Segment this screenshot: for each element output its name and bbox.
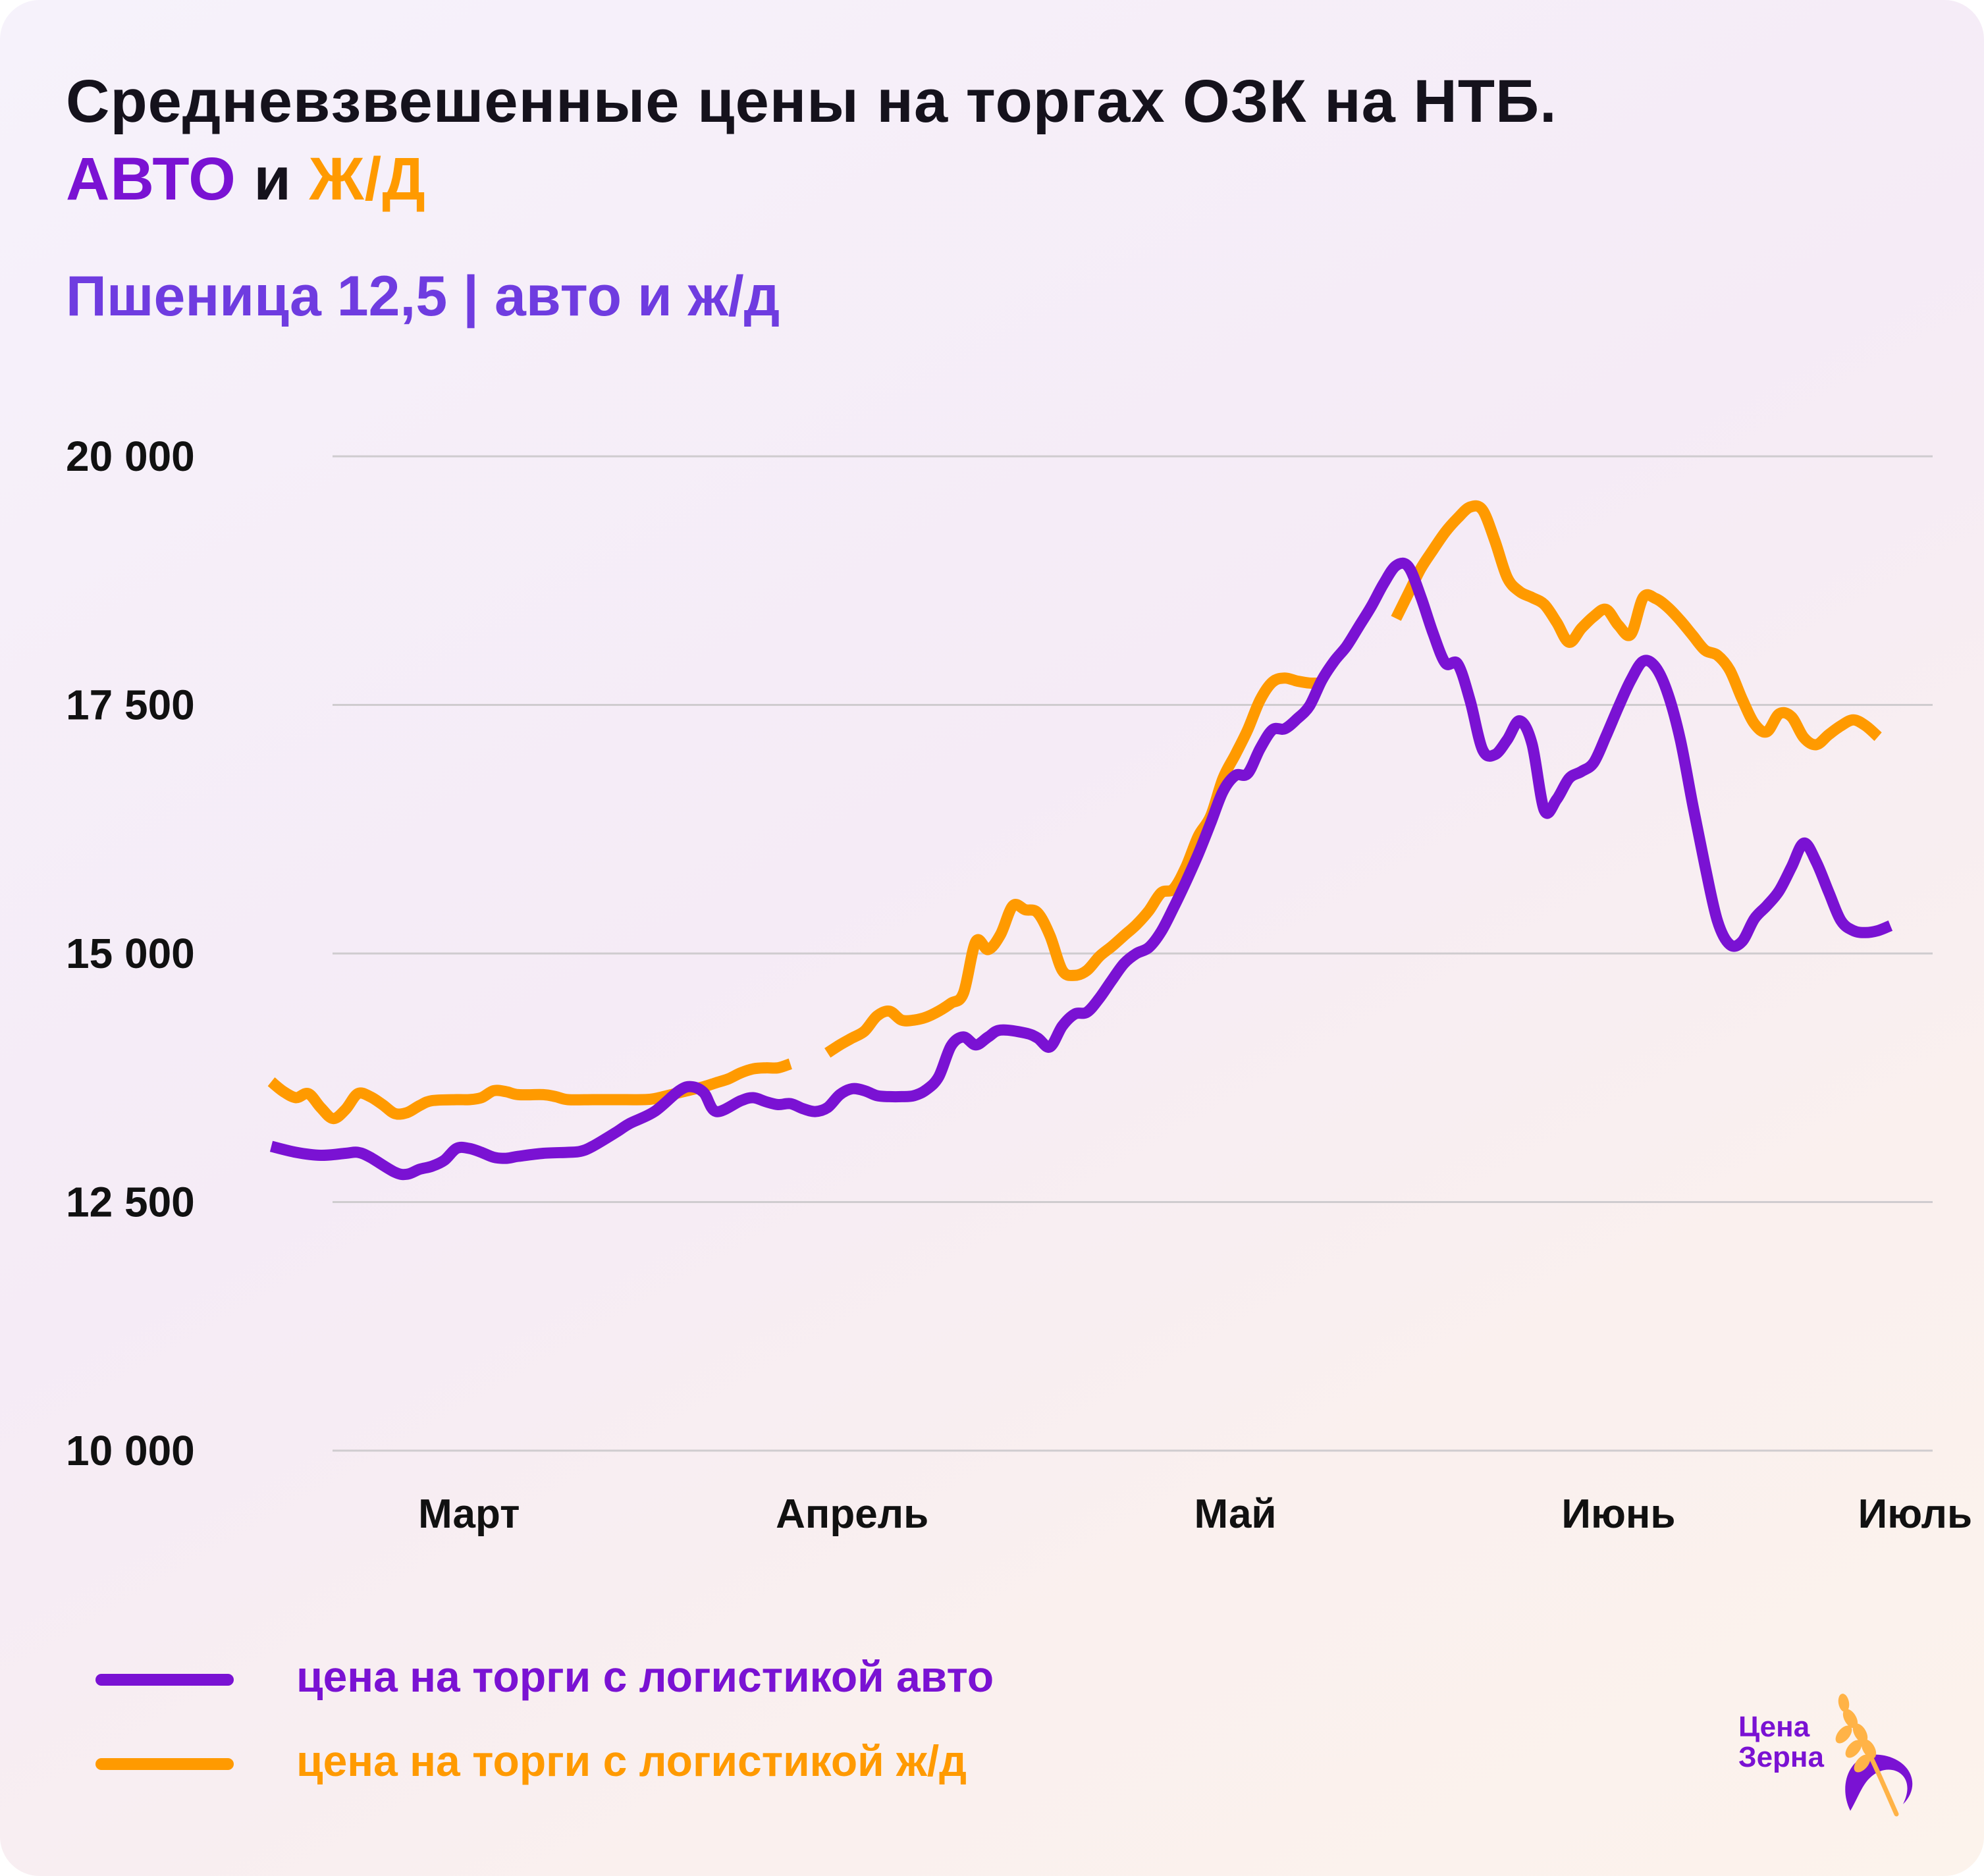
chart-title: Средневзвешенные цены на торгах ОЗК на Н…	[66, 63, 1557, 218]
x-axis-ticks: Март Апрель Май Июнь Июль	[418, 1491, 1972, 1537]
logo-text: Цена Зерна	[1738, 1712, 1837, 1773]
title-line-1: Средневзвешенные цены на торгах ОЗК на Н…	[66, 68, 1557, 135]
y-tick-label: 20 000	[66, 433, 195, 480]
title-conjunction: и	[236, 146, 309, 213]
y-tick-label: 15 000	[66, 930, 195, 977]
wheat-sickle-icon	[1835, 1694, 1913, 1817]
y-tick-label: 12 500	[66, 1179, 195, 1226]
legend-swatch-auto	[95, 1674, 234, 1686]
x-tick-label: Июль	[1858, 1491, 1972, 1537]
title-auto-word: АВТО	[66, 146, 236, 213]
title-rail-word: Ж/Д	[309, 146, 426, 213]
series-line-rail	[1391, 500, 1882, 751]
legend-label-auto: цена на торги с логистикой авто	[296, 1652, 994, 1701]
series-line-rail	[824, 672, 1322, 1058]
line-chart: 10 000 12 500 15 000 17 500 20 000 Март Апрел…	[66, 433, 1972, 1537]
chart-subtitle: Пшеница 12,5 | авто и ж/д	[66, 265, 780, 328]
x-tick-label: Май	[1194, 1491, 1277, 1537]
series-line-rail	[267, 1058, 793, 1125]
x-tick-label: Июнь	[1561, 1491, 1675, 1537]
logo-text-line-1: Цена	[1738, 1711, 1810, 1743]
y-tick-label: 17 500	[66, 682, 195, 729]
x-tick-label: Апрель	[776, 1491, 928, 1537]
legend-label-rail: цена на торги с логистикой ж/д	[296, 1736, 967, 1785]
legend-swatch-rail	[95, 1758, 234, 1770]
series-lines	[267, 500, 1893, 1181]
series-rail	[267, 500, 1882, 1125]
y-axis-ticks: 10 000 12 500 15 000 17 500 20 000	[66, 433, 195, 1474]
logo-text-line-2: Зерна	[1738, 1741, 1824, 1773]
brand-logo: Цена Зерна	[1732, 1692, 1929, 1824]
y-tick-label: 10 000	[66, 1427, 195, 1474]
series-auto	[269, 557, 1893, 1181]
series-line-auto	[269, 557, 1893, 1181]
x-tick-label: Март	[418, 1491, 520, 1537]
